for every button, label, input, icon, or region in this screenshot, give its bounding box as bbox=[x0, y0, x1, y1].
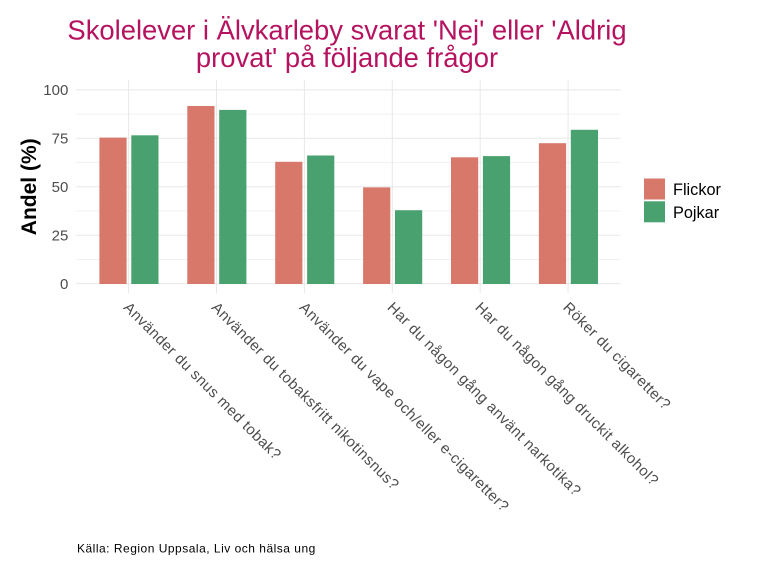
svg-text:Källa: Region Uppsala, Liv och: Källa: Region Uppsala, Liv och hälsa ung bbox=[77, 542, 316, 556]
svg-text:100: 100 bbox=[43, 82, 68, 99]
svg-text:provat' på följande frågor: provat' på följande frågor bbox=[196, 42, 498, 73]
svg-text:Flickor: Flickor bbox=[673, 181, 722, 199]
svg-text:Andel (%): Andel (%) bbox=[18, 138, 41, 235]
svg-text:75: 75 bbox=[52, 131, 69, 148]
svg-text:25: 25 bbox=[52, 228, 69, 245]
svg-text:Skolelever i Älvkarleby svarat: Skolelever i Älvkarleby svarat 'Nej' ell… bbox=[67, 14, 626, 45]
svg-text:Pojkar: Pojkar bbox=[673, 204, 720, 222]
svg-text:50: 50 bbox=[52, 179, 69, 196]
svg-text:0: 0 bbox=[60, 276, 68, 293]
